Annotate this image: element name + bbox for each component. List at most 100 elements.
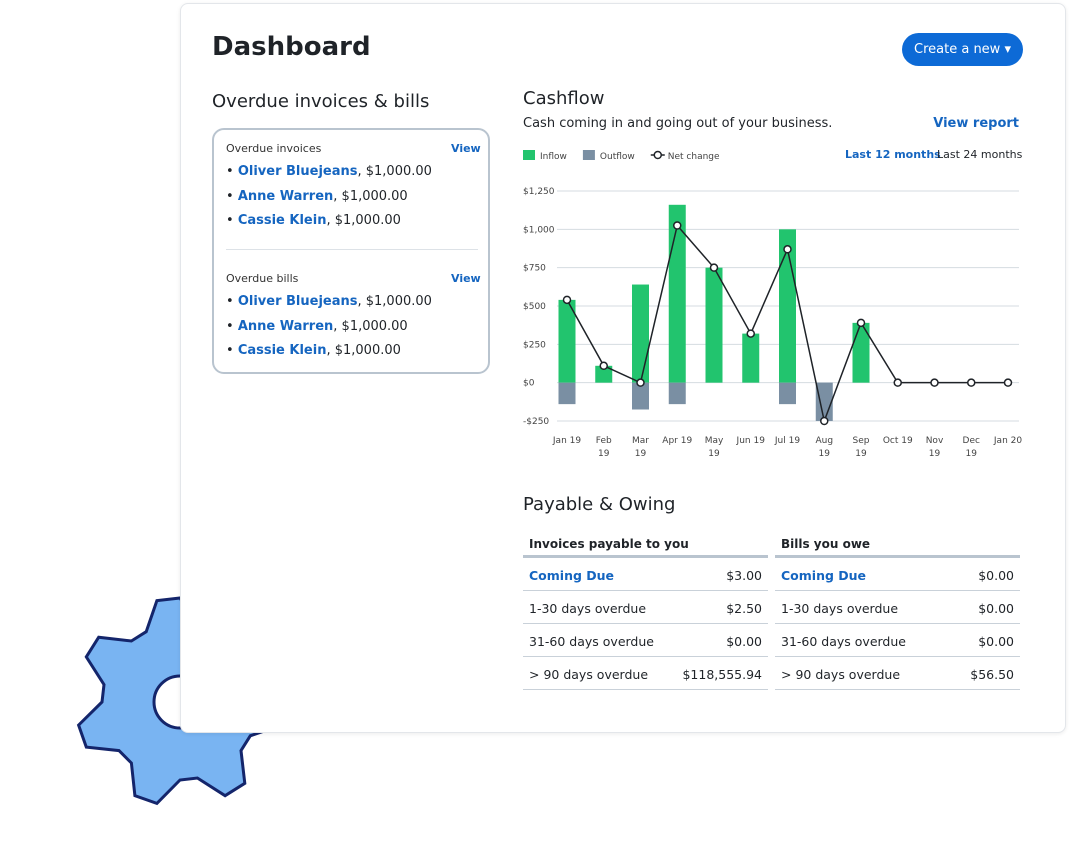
x-tick-label: Apr 19 [662, 436, 693, 446]
x-tick-label: Jul 19 [774, 436, 801, 446]
contact-link[interactable]: Cassie Klein [237, 213, 327, 228]
row-label: 1-30 days overdue [529, 601, 647, 616]
row-amount: $3.00 [726, 568, 762, 583]
x-tick-label: Nov 19 [925, 436, 944, 459]
net-point [636, 378, 645, 387]
overdue-item: Cassie Klein, $1,000.00 [226, 213, 401, 228]
bar [595, 365, 613, 383]
contact-link[interactable]: Anne Warren [237, 188, 334, 204]
bar [668, 382, 686, 405]
bar [705, 267, 723, 383]
amount: , $1,000.00 [333, 188, 408, 204]
row-amount: $56.50 [970, 667, 1014, 682]
row-rule [523, 590, 768, 591]
y-tick-label: $250 [523, 340, 546, 350]
x-tick-label: Sep 19 [852, 436, 870, 459]
y-tick-label: $750 [523, 264, 546, 274]
net-point [820, 416, 829, 426]
net-point [967, 378, 976, 387]
y-tick-label: $1,250 [523, 187, 555, 197]
contact-link[interactable]: Anne Warren [237, 318, 334, 334]
table-header: Bills you owe [781, 537, 871, 551]
amount: , $1,000.00 [333, 318, 408, 334]
legend-label: Outflow [600, 152, 635, 162]
legend-marker [653, 150, 663, 160]
row-rule [775, 689, 1020, 690]
contact-link[interactable]: Cassie Klein [237, 343, 327, 358]
net-point [709, 263, 719, 272]
row-amount: $118,555.94 [682, 667, 762, 682]
divider [226, 249, 478, 250]
bar [779, 382, 796, 405]
group-title: Overdue bills [226, 272, 299, 285]
y-tick-label: -$250 [523, 417, 549, 427]
row-amount: $0.00 [978, 568, 1014, 583]
row-amount: $0.00 [978, 634, 1014, 649]
page-title: Dashboard [212, 32, 371, 62]
x-tick-label: May 19 [704, 436, 724, 459]
net-point [673, 221, 682, 230]
y-tick-label: $0 [523, 379, 535, 389]
net-point [856, 318, 866, 328]
row-amount: $0.00 [978, 601, 1014, 616]
cashflow-chart: -$250 $0 $250 $500 $750 $1,000 $1,250 Inflow Out… [523, 150, 1019, 427]
bar [815, 382, 833, 421]
net-point [599, 361, 608, 371]
bar [742, 333, 760, 383]
amount: , $1,000.00 [357, 294, 432, 309]
x-tick-label: Aug 19 [815, 436, 834, 459]
row-rule [775, 590, 1020, 591]
table-header: Invoices payable to you [529, 537, 689, 551]
group-title: Overdue invoices [226, 142, 322, 155]
contact-link[interactable]: Oliver Bluejeans [237, 294, 358, 309]
header-rule [775, 555, 1020, 558]
row-rule [775, 656, 1020, 657]
net-point [930, 378, 939, 387]
legend-label: Net change [668, 152, 720, 162]
row-rule [523, 689, 768, 690]
range-option[interactable]: Last 12 months [845, 148, 941, 161]
x-tick-label: Jan 19 [552, 436, 582, 446]
x-tick-label: Jan 20 [993, 436, 1023, 446]
amount: , $1,000.00 [357, 164, 432, 179]
subtitle: Cash coming in and going out of your bus… [523, 116, 833, 131]
x-tick-label: Mar 19 [632, 436, 649, 459]
row-label[interactable]: Coming Due [529, 568, 615, 583]
legend-swatch [523, 150, 535, 160]
range-option[interactable]: Last 24 months [937, 148, 1023, 161]
row-label: > 90 days overdue [781, 667, 901, 682]
net-point [893, 378, 902, 387]
overdue-item: Oliver Bluejeans, $1,000.00 [226, 164, 432, 179]
net-point [562, 295, 572, 305]
view-link[interactable]: View [451, 272, 481, 285]
net-point [1003, 378, 1013, 387]
contact-link[interactable]: Oliver Bluejeans [237, 164, 358, 179]
y-tick-label: $1,000 [523, 225, 555, 235]
view-report[interactable]: View report [933, 116, 1019, 131]
section-title: Payable & Owing [523, 494, 676, 515]
bar [632, 382, 649, 410]
row-label[interactable]: Coming Due [781, 568, 867, 583]
row-amount: $0.00 [726, 634, 762, 649]
row-rule [523, 623, 768, 624]
x-tick-label: Jun 19 [736, 436, 765, 446]
row-label: > 90 days overdue [529, 667, 649, 682]
view-link[interactable]: View [451, 142, 481, 155]
overdue-item: Cassie Klein, $1,000.00 [226, 343, 401, 358]
legend-swatch [582, 150, 595, 160]
overdue-item: Anne Warren, $1,000.00 [226, 189, 408, 204]
row-rule [775, 623, 1020, 624]
row-label: 1-30 days overdue [781, 601, 899, 616]
x-tick-label: Dec 19 [962, 436, 980, 459]
section-title: Overdue invoices & bills [212, 91, 430, 112]
bar [558, 382, 576, 405]
y-tick-label: $500 [523, 302, 546, 312]
row-amount: $2.50 [726, 601, 762, 616]
bar [852, 322, 870, 383]
create-button[interactable]: Create a new ▾ [902, 33, 1023, 66]
amount: , $1,000.00 [326, 213, 401, 228]
row-label: 31-60 days overdue [781, 634, 906, 649]
dashboard-card [180, 3, 1066, 733]
overdue-box [212, 128, 490, 374]
